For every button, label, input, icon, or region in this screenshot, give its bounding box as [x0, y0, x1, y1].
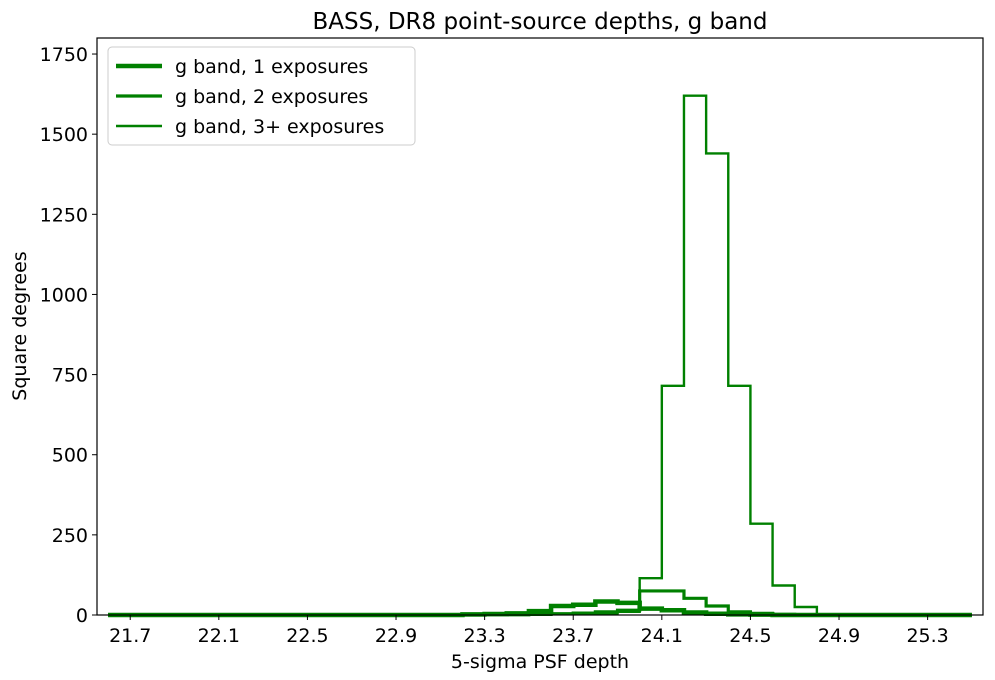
- y-tick-label: 500: [52, 445, 88, 467]
- x-tick-label: 24.9: [818, 625, 860, 647]
- x-tick-label: 23.3: [463, 625, 505, 647]
- y-tick-label: 250: [52, 525, 88, 547]
- y-tick-label: 1250: [40, 204, 88, 226]
- series-3-step-line: [108, 94, 972, 617]
- legend-box: [107, 46, 416, 146]
- x-tick-label: 23.7: [552, 625, 594, 647]
- ticks-layer: 21.7 22.1 22.5 22.9 23.3 23.7 24.1 24.5 24.9 25.3…: [40, 44, 949, 647]
- legend: g band, 1 exposures g band, 2 exposures g …: [107, 46, 416, 146]
- x-tick-label: 24.1: [641, 625, 683, 647]
- y-tick-label: 1500: [40, 124, 88, 146]
- x-tick-label: 22.9: [375, 625, 417, 647]
- series-layer: [108, 94, 972, 618]
- legend-label: g band, 1 exposures: [175, 56, 368, 78]
- plot-frame: [96, 37, 984, 616]
- x-axis-label: 5-sigma PSF depth: [451, 651, 629, 673]
- y-tick-label: 1750: [40, 44, 88, 66]
- legend-label: g band, 2 exposures: [175, 86, 368, 108]
- x-tick-label: 22.5: [286, 625, 328, 647]
- y-tick-label: 0: [76, 605, 88, 627]
- x-tick-label: 25.3: [906, 625, 948, 647]
- chart-title: BASS, DR8 point-source depths, g band: [313, 9, 768, 35]
- x-tick-label: 21.7: [109, 625, 151, 647]
- y-axis-label: Square degrees: [9, 251, 31, 400]
- x-tick-label: 22.1: [198, 625, 240, 647]
- y-tick-label: 750: [52, 365, 88, 387]
- legend-label: g band, 3+ exposures: [175, 116, 384, 138]
- x-tick-label: 24.5: [729, 625, 771, 647]
- y-tick-label: 1000: [40, 284, 88, 306]
